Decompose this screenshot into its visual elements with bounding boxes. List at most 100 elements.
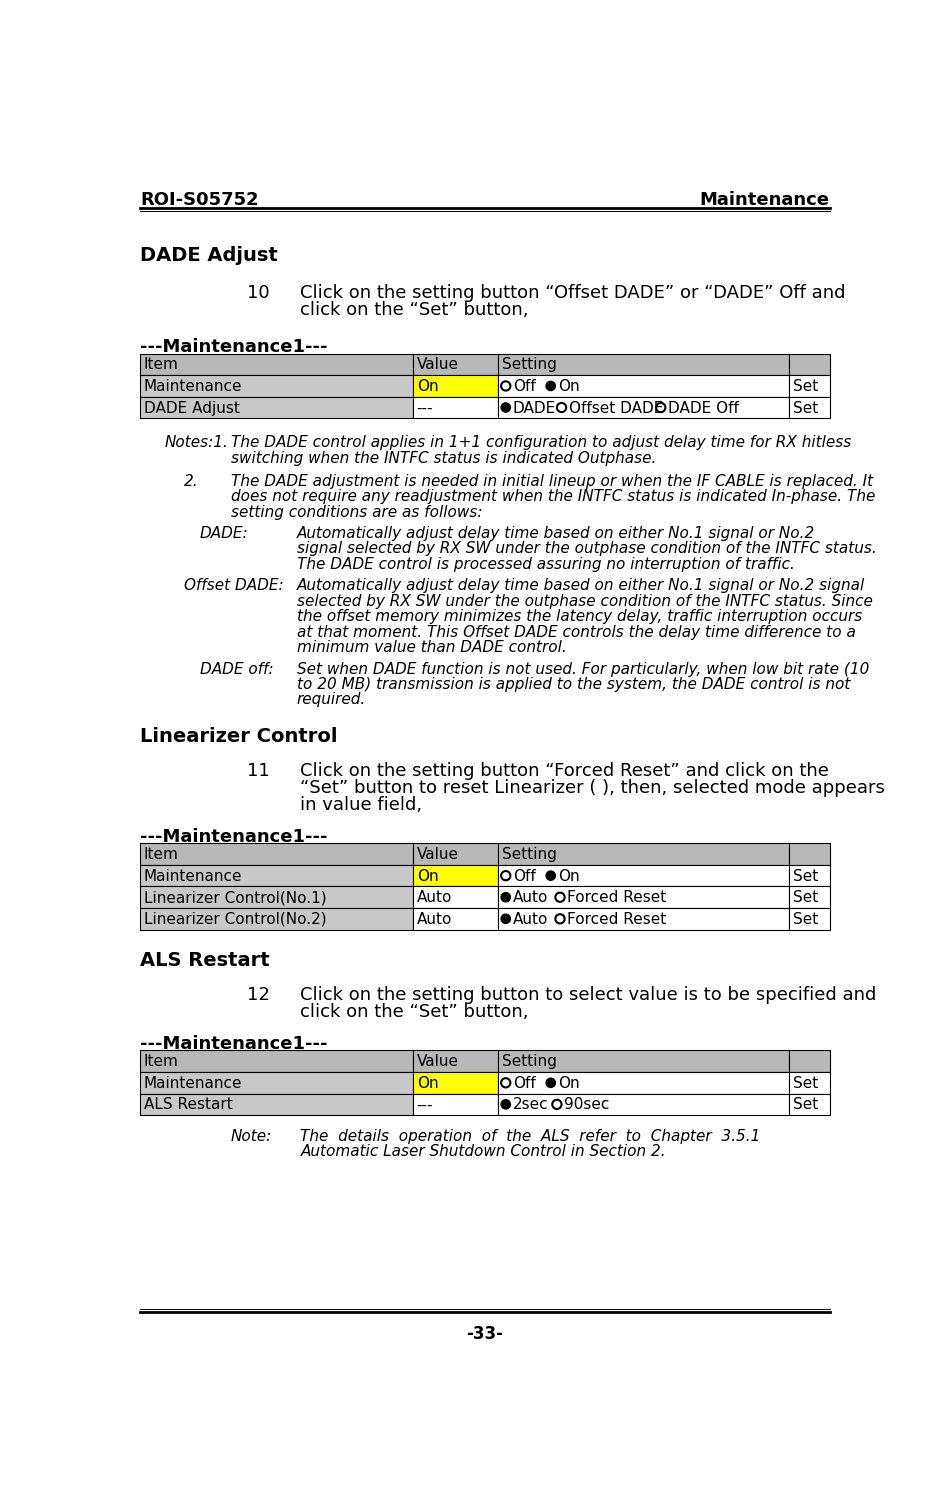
Circle shape bbox=[546, 872, 555, 881]
Text: 2.: 2. bbox=[184, 473, 199, 488]
Text: 90sec: 90sec bbox=[564, 1097, 609, 1112]
Text: Note:: Note: bbox=[231, 1129, 272, 1144]
Bar bbox=[412, 376, 498, 397]
Text: Setting: Setting bbox=[502, 848, 557, 863]
Text: 12: 12 bbox=[247, 986, 270, 1004]
Circle shape bbox=[501, 914, 511, 923]
Bar bbox=[140, 1072, 412, 1094]
Text: “Set” button to reset Linearizer ( ), then, selected mode appears: “Set” button to reset Linearizer ( ), th… bbox=[301, 779, 885, 797]
Bar bbox=[412, 887, 498, 908]
Text: DADE: DADE bbox=[513, 401, 556, 416]
Text: Off: Off bbox=[513, 869, 535, 884]
Bar bbox=[140, 397, 412, 418]
Text: The DADE control applies in 1+1 configuration to adjust delay time for RX hitles: The DADE control applies in 1+1 configur… bbox=[231, 436, 850, 451]
Text: Click on the setting button to select value is to be specified and: Click on the setting button to select va… bbox=[301, 986, 877, 1004]
Bar bbox=[140, 1094, 412, 1115]
Text: at that moment. This Offset DADE controls the delay time difference to a: at that moment. This Offset DADE control… bbox=[296, 625, 855, 640]
Text: On: On bbox=[416, 1076, 438, 1091]
Text: Forced Reset: Forced Reset bbox=[567, 890, 666, 905]
Text: Linearizer Control: Linearizer Control bbox=[140, 727, 338, 745]
Text: 2sec: 2sec bbox=[513, 1097, 549, 1112]
Bar bbox=[498, 397, 789, 418]
Bar bbox=[789, 1051, 830, 1072]
Text: Off: Off bbox=[513, 379, 535, 394]
Bar bbox=[498, 887, 789, 908]
Bar bbox=[498, 353, 789, 376]
Text: setting conditions are as follows:: setting conditions are as follows: bbox=[231, 505, 482, 520]
Text: On: On bbox=[416, 869, 438, 884]
Bar bbox=[498, 908, 789, 929]
Text: The DADE adjustment is needed in initial lineup or when the IF CABLE is replaced: The DADE adjustment is needed in initial… bbox=[231, 473, 873, 488]
Text: Auto: Auto bbox=[513, 912, 548, 927]
Text: Click on the setting button “Offset DADE” or “DADE” Off and: Click on the setting button “Offset DADE… bbox=[301, 284, 846, 302]
Bar bbox=[412, 908, 498, 929]
Text: Maintenance: Maintenance bbox=[700, 191, 830, 209]
Text: Off: Off bbox=[513, 1076, 535, 1091]
Bar bbox=[140, 376, 412, 397]
Text: ---Maintenance1---: ---Maintenance1--- bbox=[140, 1036, 327, 1054]
Bar bbox=[789, 1072, 830, 1094]
Text: ---: --- bbox=[416, 401, 433, 416]
Bar bbox=[140, 1051, 412, 1072]
Bar bbox=[412, 397, 498, 418]
Text: DADE Off: DADE Off bbox=[668, 401, 739, 416]
Text: On: On bbox=[558, 1076, 579, 1091]
Text: On: On bbox=[558, 869, 579, 884]
Text: Automatically adjust delay time based on either No.1 signal or No.2: Automatically adjust delay time based on… bbox=[296, 526, 815, 541]
Text: Maintenance: Maintenance bbox=[144, 1076, 242, 1091]
Text: Item: Item bbox=[144, 358, 179, 373]
Text: Auto: Auto bbox=[513, 890, 548, 905]
Text: Notes:1.: Notes:1. bbox=[165, 436, 229, 451]
Bar bbox=[789, 864, 830, 887]
Bar bbox=[498, 376, 789, 397]
Bar bbox=[140, 908, 412, 929]
Bar bbox=[789, 353, 830, 376]
Bar bbox=[140, 353, 412, 376]
Text: Automatically adjust delay time based on either No.1 signal or No.2 signal: Automatically adjust delay time based on… bbox=[296, 579, 865, 594]
Text: Set: Set bbox=[793, 890, 817, 905]
Circle shape bbox=[501, 893, 511, 902]
Bar bbox=[412, 1094, 498, 1115]
Text: Item: Item bbox=[144, 848, 179, 863]
Text: ---Maintenance1---: ---Maintenance1--- bbox=[140, 338, 327, 356]
Text: click on the “Set” button,: click on the “Set” button, bbox=[301, 1003, 529, 1021]
Text: Click on the setting button “Forced Reset” and click on the: Click on the setting button “Forced Rese… bbox=[301, 762, 830, 780]
Text: DADE Adjust: DADE Adjust bbox=[140, 246, 278, 265]
Text: signal selected by RX SW under the outphase condition of the INTFC status.: signal selected by RX SW under the outph… bbox=[296, 541, 876, 556]
Text: does not require any readjustment when the INTFC status is indicated In-phase. T: does not require any readjustment when t… bbox=[231, 488, 875, 504]
Text: Maintenance: Maintenance bbox=[144, 379, 242, 394]
Bar bbox=[498, 1072, 789, 1094]
Text: Set: Set bbox=[793, 869, 817, 884]
Text: ALS Restart: ALS Restart bbox=[140, 951, 270, 969]
Text: Maintenance: Maintenance bbox=[144, 869, 242, 884]
Text: ---: --- bbox=[416, 1097, 433, 1112]
Bar bbox=[789, 908, 830, 929]
Circle shape bbox=[501, 1100, 511, 1109]
Text: 11: 11 bbox=[247, 762, 270, 780]
Bar bbox=[498, 843, 789, 864]
Bar bbox=[498, 864, 789, 887]
Circle shape bbox=[546, 1078, 555, 1087]
Bar bbox=[789, 1094, 830, 1115]
Bar bbox=[412, 1072, 498, 1094]
Text: On: On bbox=[558, 379, 579, 394]
Text: Auto: Auto bbox=[416, 912, 452, 927]
Circle shape bbox=[501, 403, 511, 412]
Text: Linearizer Control(No.2): Linearizer Control(No.2) bbox=[144, 912, 326, 927]
Text: click on the “Set” button,: click on the “Set” button, bbox=[301, 301, 529, 319]
Text: ALS Restart: ALS Restart bbox=[144, 1097, 233, 1112]
Text: Set: Set bbox=[793, 1097, 817, 1112]
Text: Value: Value bbox=[416, 1054, 459, 1069]
Bar bbox=[789, 376, 830, 397]
Text: required.: required. bbox=[296, 693, 366, 708]
Bar bbox=[789, 397, 830, 418]
Circle shape bbox=[546, 382, 555, 391]
Text: the offset memory minimizes the latency delay, traffic interruption occurs: the offset memory minimizes the latency … bbox=[296, 609, 862, 624]
Text: DADE:: DADE: bbox=[200, 526, 248, 541]
Bar bbox=[498, 1094, 789, 1115]
Text: Value: Value bbox=[416, 358, 459, 373]
Text: On: On bbox=[416, 379, 438, 394]
Text: Set: Set bbox=[793, 912, 817, 927]
Text: Linearizer Control(No.1): Linearizer Control(No.1) bbox=[144, 890, 326, 905]
Text: Offset DADE: Offset DADE bbox=[569, 401, 663, 416]
